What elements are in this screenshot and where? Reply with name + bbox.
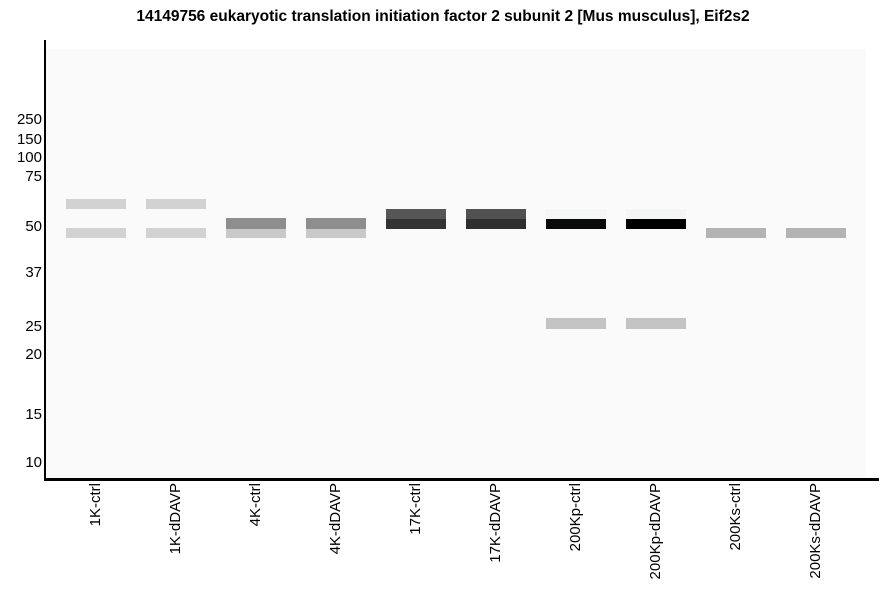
protein-band: [306, 218, 366, 229]
protein-band: [546, 318, 606, 329]
protein-band: [66, 199, 126, 209]
y-axis-line: [44, 40, 46, 481]
mw-marker-label: 50: [25, 218, 42, 235]
mw-marker-label: 25: [25, 318, 42, 335]
protein-band: [546, 219, 606, 229]
lane-label: 200Ks-ctrl: [727, 483, 744, 551]
mw-marker-label: 150: [16, 131, 42, 148]
protein-band: [386, 219, 446, 229]
plot-area: [46, 49, 866, 478]
figure-title: 14149756 eukaryotic translation initiati…: [136, 8, 750, 25]
lane-label: 1K-ctrl: [87, 483, 104, 527]
protein-band: [226, 218, 286, 229]
protein-band: [466, 219, 526, 229]
mw-marker-label: 10: [25, 454, 42, 471]
lane-label: 200Kp-dDAVP: [647, 483, 664, 580]
protein-band: [546, 209, 606, 219]
mw-marker-label: 250: [16, 111, 42, 128]
protein-band: [786, 228, 846, 238]
protein-band: [146, 228, 206, 238]
protein-band: [466, 209, 526, 219]
protein-band: [226, 229, 286, 238]
mw-marker-label: 37: [25, 264, 42, 281]
protein-band: [626, 318, 686, 329]
lane-label: 1K-dDAVP: [167, 483, 184, 555]
lane-label: 200Ks-dDAVP: [807, 483, 824, 579]
protein-band: [706, 228, 766, 238]
mw-marker-label: 15: [25, 406, 42, 423]
mw-marker-label: 20: [25, 346, 42, 363]
lane-label: 4K-ctrl: [247, 483, 264, 527]
protein-band: [386, 209, 446, 219]
lane-label: 200Kp-ctrl: [567, 483, 584, 552]
lane-label: 17K-ctrl: [407, 483, 424, 535]
protein-band: [626, 209, 686, 219]
lane-label: 4K-dDAVP: [327, 483, 344, 555]
mw-marker-label: 100: [16, 149, 42, 166]
lane-label: 17K-dDAVP: [487, 483, 504, 563]
mw-marker-label: 75: [25, 168, 42, 185]
protein-band: [306, 229, 366, 238]
x-axis-line: [44, 478, 879, 481]
protein-band: [146, 199, 206, 209]
protein-band: [66, 228, 126, 238]
protein-band: [626, 219, 686, 229]
